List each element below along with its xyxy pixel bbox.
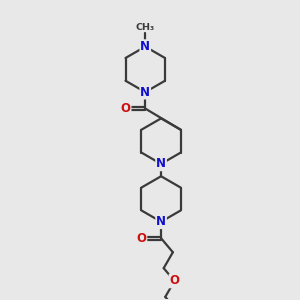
Text: O: O — [121, 102, 131, 115]
Text: N: N — [156, 215, 166, 228]
Text: N: N — [156, 158, 166, 170]
Text: CH₃: CH₃ — [136, 23, 155, 32]
Text: O: O — [169, 274, 179, 287]
Text: O: O — [136, 232, 146, 245]
Text: N: N — [140, 40, 150, 53]
Text: N: N — [140, 85, 150, 99]
